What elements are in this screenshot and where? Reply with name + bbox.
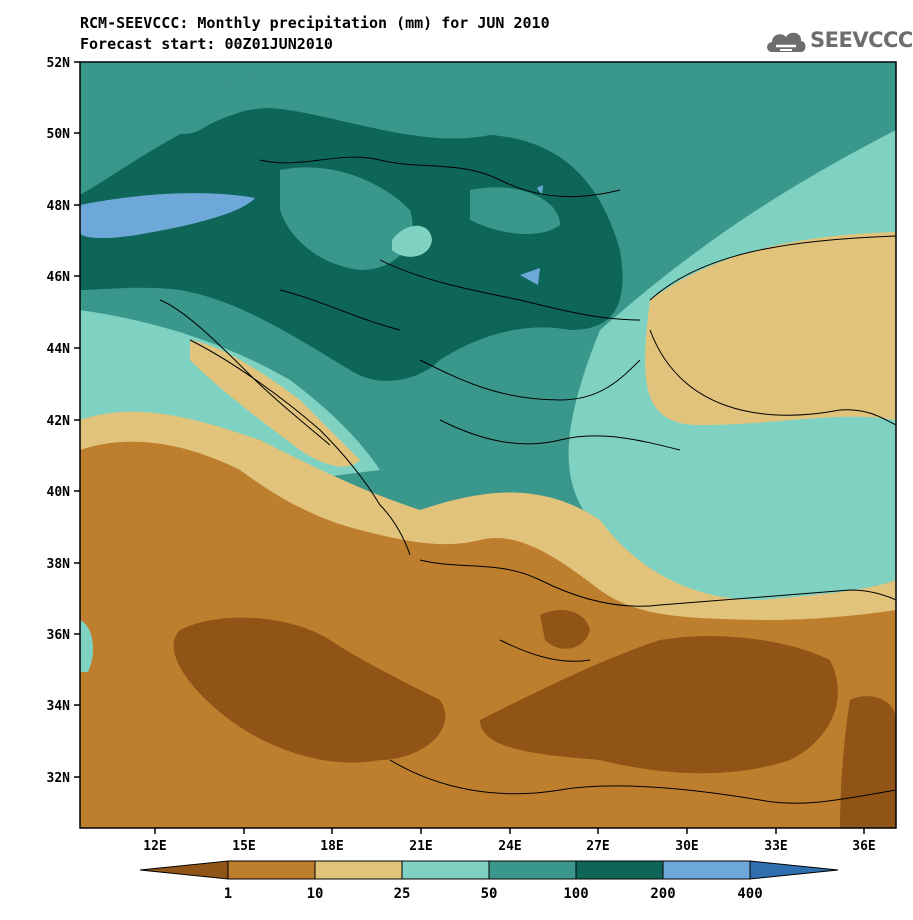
lon-label: 18E	[320, 839, 343, 854]
colorbar-segment	[575, 860, 664, 880]
colorbar-label: 400	[737, 886, 763, 902]
lat-label: 32N	[47, 771, 71, 786]
colorbar-label: 50	[480, 886, 498, 902]
lon-label: 36E	[852, 839, 875, 854]
cloud-icon	[767, 32, 806, 52]
colorbar-label: 100	[563, 886, 589, 902]
colorbar-label: 200	[650, 886, 676, 902]
seevccc-logo: SEEVCCC	[764, 24, 913, 58]
lat-label: 48N	[47, 199, 71, 214]
lat-label: 50N	[47, 127, 71, 142]
lat-label: 42N	[47, 414, 71, 429]
map-title: RCM-SEEVCCC: Monthly precipitation (mm) …	[80, 14, 550, 32]
colorbar-segment	[749, 860, 839, 880]
lat-label: 36N	[47, 628, 71, 643]
lat-label: 46N	[47, 270, 71, 285]
map-frame	[79, 61, 897, 829]
lat-label: 40N	[47, 485, 71, 500]
colorbar-label: 10	[306, 886, 324, 902]
colorbar-segment	[401, 860, 490, 880]
precipitation-field	[80, 62, 896, 828]
latitude-axis: 52N 50N 48N 46N 44N 42N 40N 38N 36N 34N …	[47, 56, 80, 786]
colorbar-label: 25	[393, 886, 411, 902]
lon-label: 30E	[675, 839, 698, 854]
lon-label: 33E	[764, 839, 787, 854]
colorbar-segment	[488, 860, 577, 880]
lat-label: 38N	[47, 557, 71, 572]
lon-label: 15E	[232, 839, 255, 854]
lat-label: 52N	[47, 56, 71, 71]
lon-label: 27E	[586, 839, 609, 854]
colorbar-label: 1	[223, 886, 233, 902]
colorbar	[139, 860, 839, 880]
logo-text: SEEVCCC	[810, 28, 913, 52]
colorbar-segment	[227, 860, 316, 880]
forecast-start-label: Forecast start: 00Z01JUN2010	[80, 35, 333, 53]
lat-label: 44N	[47, 342, 71, 357]
lat-label: 34N	[47, 699, 71, 714]
lon-label: 21E	[409, 839, 432, 854]
lon-label: 12E	[143, 839, 166, 854]
colorbar-segment	[314, 860, 403, 880]
longitude-axis: 12E 15E 18E 21E 24E 27E 30E 33E 36E	[143, 828, 876, 854]
colorbar-segment	[139, 860, 229, 880]
lon-label: 24E	[498, 839, 521, 854]
colorbar-segment	[662, 860, 751, 880]
